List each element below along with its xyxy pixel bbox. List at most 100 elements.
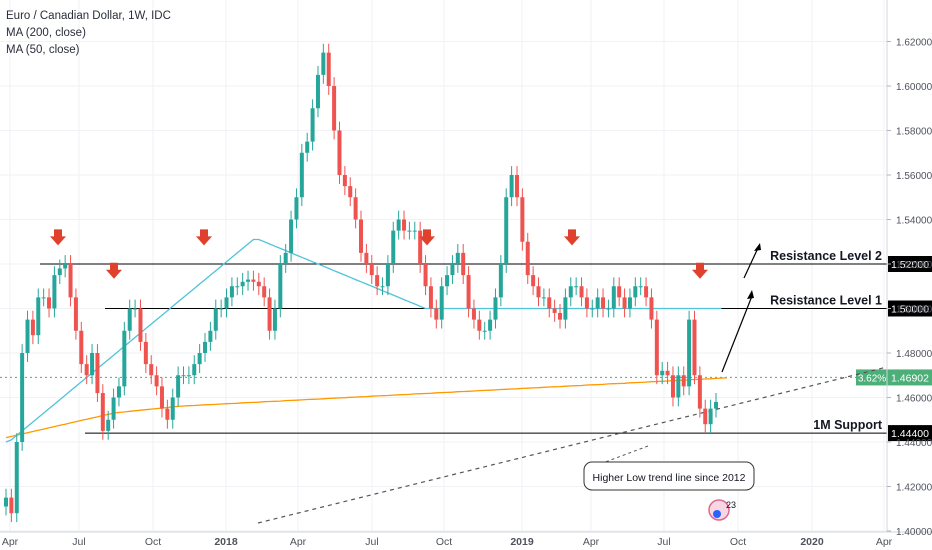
candle (402, 210, 407, 240)
candle (52, 266, 57, 318)
candle-body (337, 130, 342, 175)
candle (353, 188, 358, 229)
down-arrow-icon (564, 229, 580, 246)
candle (251, 270, 256, 291)
candle-body (154, 375, 159, 387)
candle-body (133, 308, 138, 310)
candle (90, 344, 95, 385)
candle (143, 332, 148, 374)
candle-body (558, 312, 563, 320)
candle-body (348, 186, 353, 198)
candle (149, 355, 154, 385)
legend-ma50: MA (50, close) (6, 44, 80, 56)
candle (30, 310, 35, 345)
candle (504, 188, 509, 273)
candle (375, 266, 380, 296)
candle (509, 166, 514, 207)
candle-body (579, 286, 584, 298)
y-tick-label: 1.48000 (896, 349, 932, 360)
candle-body (504, 197, 509, 264)
candle-body (477, 319, 482, 331)
candle-body (20, 353, 25, 442)
candle (47, 288, 52, 318)
candle-body (353, 197, 358, 220)
candle-body (208, 330, 213, 342)
candle-body (568, 286, 573, 298)
candle-body (278, 264, 283, 309)
candle-body (219, 308, 224, 310)
candle-body (14, 442, 19, 514)
candle (278, 255, 283, 318)
candle-body (638, 286, 643, 288)
y-tick-label: 1.56000 (896, 171, 932, 182)
candle (4, 488, 8, 516)
candle (321, 43, 326, 84)
candle (299, 143, 304, 207)
candle-body (375, 275, 380, 287)
candle-body (79, 330, 84, 365)
candle-body (692, 319, 697, 376)
candle-body (256, 281, 261, 287)
candle (364, 243, 369, 273)
candle-body (229, 286, 234, 298)
candle (186, 366, 191, 385)
candle-body (84, 364, 89, 376)
candle-body (498, 264, 503, 298)
x-tick-label: 2020 (800, 536, 824, 548)
candle-body (149, 364, 154, 376)
candle-body (262, 286, 267, 298)
candle-body (708, 408, 713, 425)
candle (100, 384, 105, 440)
candle-body (681, 375, 686, 387)
candle-body (493, 297, 498, 320)
candle (68, 255, 73, 307)
candle-body (30, 319, 35, 336)
candle-body (439, 286, 444, 320)
candle (703, 399, 708, 434)
candle (482, 321, 487, 340)
x-tick-label: 2018 (214, 536, 238, 548)
candle-body (466, 275, 471, 309)
candle (676, 366, 681, 407)
y-tick-label: 1.50000 (896, 305, 932, 316)
candle-body (165, 408, 170, 420)
candle-body (310, 108, 315, 142)
candle-body (423, 264, 428, 287)
candle-body (111, 397, 116, 420)
candle-body (396, 219, 401, 231)
candle (262, 277, 267, 307)
candle (498, 255, 503, 307)
candle-body (665, 370, 670, 376)
candle (606, 299, 611, 318)
candle-body (299, 152, 304, 198)
candle-body (251, 279, 256, 282)
candle-body (418, 230, 423, 264)
candle-body (57, 268, 62, 276)
candle-body (240, 281, 245, 287)
price-change-text: 3.62% (858, 373, 886, 384)
candle-body (676, 375, 681, 398)
candle (536, 277, 541, 307)
candle (165, 399, 170, 429)
candle-body (531, 275, 536, 287)
candle (407, 221, 412, 240)
candle-body (181, 375, 186, 377)
y-tick-label: 1.46000 (896, 394, 932, 405)
candle (412, 221, 417, 240)
candle-body (332, 86, 337, 131)
candle (63, 255, 68, 278)
candle-body (267, 297, 272, 331)
candle (514, 166, 519, 207)
candle (418, 221, 423, 273)
candle (654, 310, 659, 385)
candle-body (552, 308, 557, 313)
candle-body (407, 230, 412, 232)
candle-body (455, 252, 460, 264)
candle-body (461, 252, 466, 276)
candle (197, 344, 202, 374)
candle-body (326, 52, 331, 86)
candle (159, 377, 164, 418)
x-tick-label: Apr (876, 536, 893, 548)
candle-body (95, 353, 100, 394)
